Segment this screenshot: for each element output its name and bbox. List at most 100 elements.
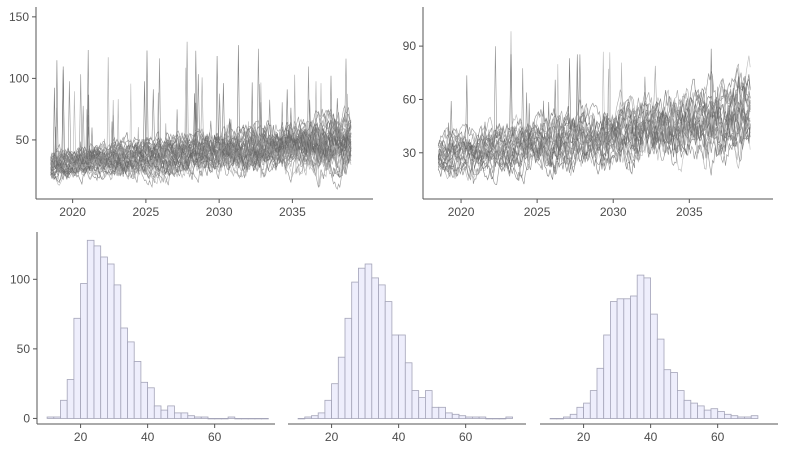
histogram-bar: [610, 301, 618, 419]
trajectory-line: [50, 41, 352, 170]
histogram-bar: [120, 327, 128, 419]
histogram-bar: [485, 417, 493, 420]
x-tick-label: 2020: [59, 205, 86, 219]
histogram-bar: [616, 298, 625, 419]
histogram-bar: [100, 256, 108, 419]
histogram-bar: [311, 415, 319, 419]
y-tick-label: 50: [16, 133, 30, 147]
histogram-bar: [445, 412, 453, 419]
histogram-bar: [418, 397, 426, 419]
timeseries-right-panel: 2020 2025 2030 2035 30 60 90: [403, 7, 773, 219]
trajectory-line: [437, 79, 751, 178]
histogram-bar: [670, 372, 678, 419]
histogram-bar: [569, 413, 578, 419]
histogram-bar: [364, 263, 373, 419]
trajectory-line: [437, 48, 751, 181]
histogram-bar: [53, 416, 61, 419]
x-tick-label: 2035: [676, 205, 703, 219]
histogram-bar: [247, 417, 256, 420]
histogram-bar: [167, 405, 175, 419]
histogram-bar: [438, 406, 446, 419]
y-tick-label: 100: [10, 272, 30, 286]
trajectory-line: [50, 57, 352, 183]
histogram-bar: [241, 417, 249, 420]
histogram-bar: [93, 245, 102, 419]
x-tick-label: 40: [392, 430, 406, 444]
histogram-bar: [133, 360, 142, 419]
histogram-bar: [66, 379, 75, 419]
histogram-bar: [636, 274, 645, 419]
trajectory-line: [50, 91, 352, 188]
trajectory-lines: [50, 41, 352, 190]
histogram-bar: [404, 362, 413, 419]
y-tick-label: 100: [9, 71, 29, 85]
histogram-bar: [357, 267, 366, 419]
histogram-bar: [411, 390, 420, 419]
histogram-bars: [46, 239, 269, 420]
histogram-bar: [200, 416, 209, 419]
histogram-bar: [556, 417, 564, 420]
x-tick-label: 20: [577, 430, 591, 444]
histogram-bar: [86, 239, 95, 419]
trajectory-line: [438, 75, 751, 186]
histogram-bar: [317, 412, 326, 419]
histogram-bar: [656, 338, 665, 419]
histogram-bar: [371, 277, 379, 419]
histogram-bar: [563, 416, 571, 419]
histogram-bar: [234, 417, 242, 420]
histogram-bar: [113, 284, 122, 419]
histogram-bar: [703, 409, 712, 419]
histogram-bar: [153, 405, 162, 419]
histogram-bar: [730, 415, 739, 419]
histogram-bar: [391, 334, 399, 419]
histogram-bar: [424, 390, 433, 419]
trajectory-line: [50, 98, 352, 178]
histogram-3-panel: 20 40 60: [540, 274, 778, 444]
histogram-bar: [596, 367, 605, 419]
histogram-bar: [261, 417, 269, 420]
histogram-bar: [576, 406, 585, 419]
trajectory-line: [437, 86, 751, 177]
trajectory-line: [50, 77, 352, 173]
histogram-bar: [478, 416, 487, 419]
histogram-bar: [724, 413, 732, 419]
y-tick-label: 0: [23, 411, 30, 425]
trajectory-line: [437, 63, 751, 161]
histogram-bar: [160, 409, 169, 419]
x-tick-label: 60: [711, 430, 725, 444]
histogram-bar: [677, 390, 685, 419]
histogram-bar: [398, 334, 406, 419]
trajectory-lines: [437, 31, 751, 186]
histogram-bar: [643, 277, 652, 419]
histogram-bar: [505, 416, 513, 419]
trajectory-line: [437, 108, 751, 181]
histogram-bar: [384, 301, 393, 419]
histogram-bar: [173, 412, 182, 419]
histogram-bar: [46, 416, 55, 419]
trajectory-line: [437, 86, 751, 166]
trajectory-line: [50, 115, 352, 181]
histogram-bar: [220, 417, 229, 420]
histogram-bar: [697, 405, 705, 419]
x-tick-label: 40: [644, 430, 658, 444]
histogram-bar: [465, 416, 473, 419]
histogram-bar: [549, 417, 558, 420]
histogram-bar: [663, 369, 672, 419]
histogram-bar: [351, 281, 359, 419]
histogram-2-panel: 20 40 60: [288, 263, 526, 444]
histogram-bar: [324, 399, 332, 419]
histogram-bar: [127, 341, 135, 419]
histogram-bar: [583, 402, 591, 419]
histogram-bar: [589, 390, 598, 419]
y-tick-label: 90: [403, 39, 417, 53]
histogram-bar: [214, 417, 222, 420]
histogram-bars: [549, 274, 759, 420]
histogram-bar: [451, 413, 460, 419]
histogram-bar: [304, 416, 312, 419]
histogram-bar: [73, 317, 82, 419]
trajectory-line: [50, 50, 352, 183]
x-tick-label: 2020: [448, 205, 475, 219]
x-tick-label: 40: [141, 430, 155, 444]
histogram-bar: [744, 416, 752, 419]
histogram-bar: [471, 416, 480, 419]
